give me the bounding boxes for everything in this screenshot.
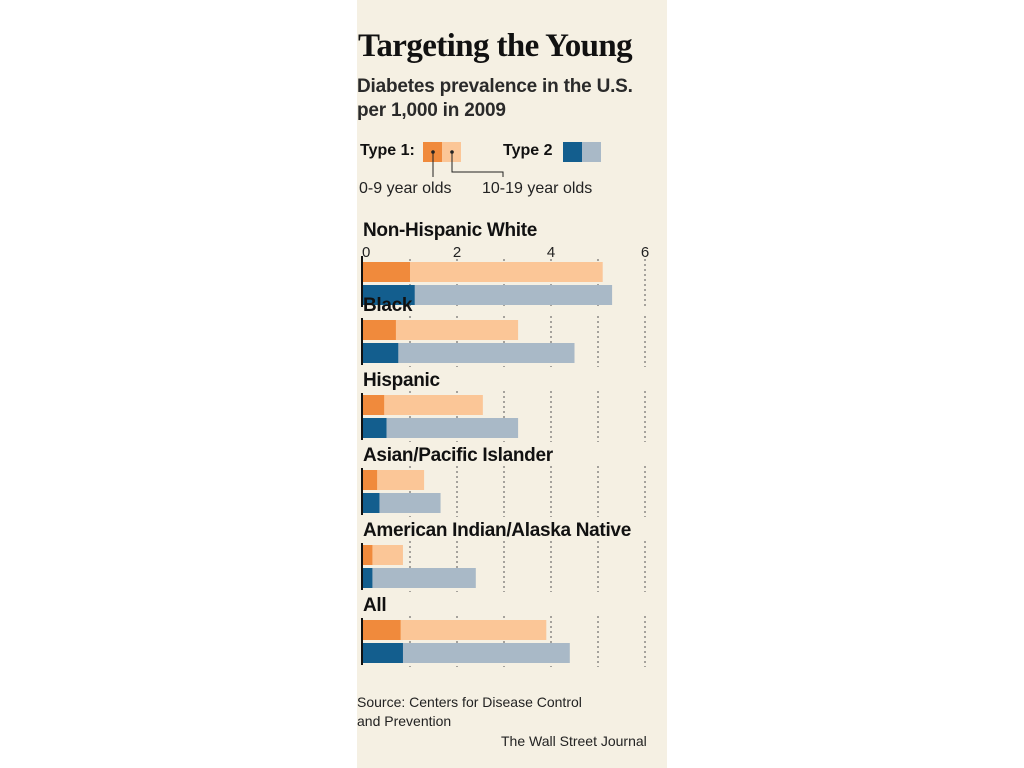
publication-credit: The Wall Street Journal [501, 733, 647, 749]
x-tick-label: 2 [453, 244, 461, 261]
bar-type1-0-9 [363, 545, 373, 565]
bar-type1-0-9 [363, 395, 385, 415]
bar-type2-10-19 [363, 568, 476, 588]
bar-type1-0-9 [363, 320, 396, 340]
bar-type2-0-9 [363, 285, 415, 305]
source-note-line-1: Source: Centers for Disease Control [357, 694, 582, 710]
category-label: Non-Hispanic White [363, 220, 537, 241]
legend-leader-age-group-2 [451, 152, 504, 177]
bar-type2-0-9 [363, 418, 387, 438]
bar-type1-0-9 [363, 470, 378, 490]
bar-type2-10-19 [363, 493, 441, 513]
bar-type1-10-19 [363, 620, 547, 640]
bar-type1-10-19 [363, 470, 425, 490]
legend-type2-label: Type 2 [503, 142, 553, 159]
x-tick-label: 0 [362, 244, 370, 261]
bar-type2-0-9 [363, 343, 399, 363]
bar-type1-10-19 [363, 545, 403, 565]
bar-type1-10-19 [363, 262, 603, 282]
bar-type1-0-9 [363, 620, 401, 640]
category-label: Asian/Pacific Islander [363, 445, 554, 466]
bar-type1-0-9 [363, 262, 410, 282]
chart-panel: Targeting the Young Diabetes prevalence … [357, 0, 667, 768]
bar-type2-10-19 [363, 343, 575, 363]
legend-swatch-type2-0-9 [563, 142, 582, 162]
source-note-line-2: and Prevention [357, 713, 452, 729]
chart-subtitle-line-1: Diabetes prevalence in the U.S. [357, 76, 633, 97]
legend-swatch-type2-10-19 [582, 142, 601, 162]
legend-age-group-2-label: 10-19 year olds [482, 180, 593, 197]
bar-type2-0-9 [363, 568, 373, 588]
bar-chart: 0 2 4 6 Non-Hispanic White Black Hispanic Asian… [361, 220, 649, 667]
category-label: All [363, 595, 386, 616]
bar-type2-10-19 [363, 285, 613, 305]
legend-graphic [423, 142, 601, 177]
legend-age-group-1-label: 0-9 year olds [359, 180, 452, 197]
bar-type2-0-9 [363, 493, 380, 513]
bar-type2-10-19 [363, 418, 519, 438]
category-label: Black [363, 295, 413, 316]
x-tick-label: 6 [641, 244, 649, 261]
chart-title: Targeting the Young [358, 28, 633, 64]
bar-type1-10-19 [363, 320, 519, 340]
category-label: Hispanic [363, 370, 441, 391]
legend-type1-label: Type 1: [360, 142, 415, 159]
bar-type2-0-9 [363, 643, 403, 663]
bar-type2-10-19 [363, 643, 570, 663]
category-label: American Indian/Alaska Native [363, 520, 631, 541]
x-tick-label: 4 [547, 244, 555, 261]
bar-type1-10-19 [363, 395, 483, 415]
chart-subtitle-line-2: per 1,000 in 2009 [357, 100, 506, 121]
